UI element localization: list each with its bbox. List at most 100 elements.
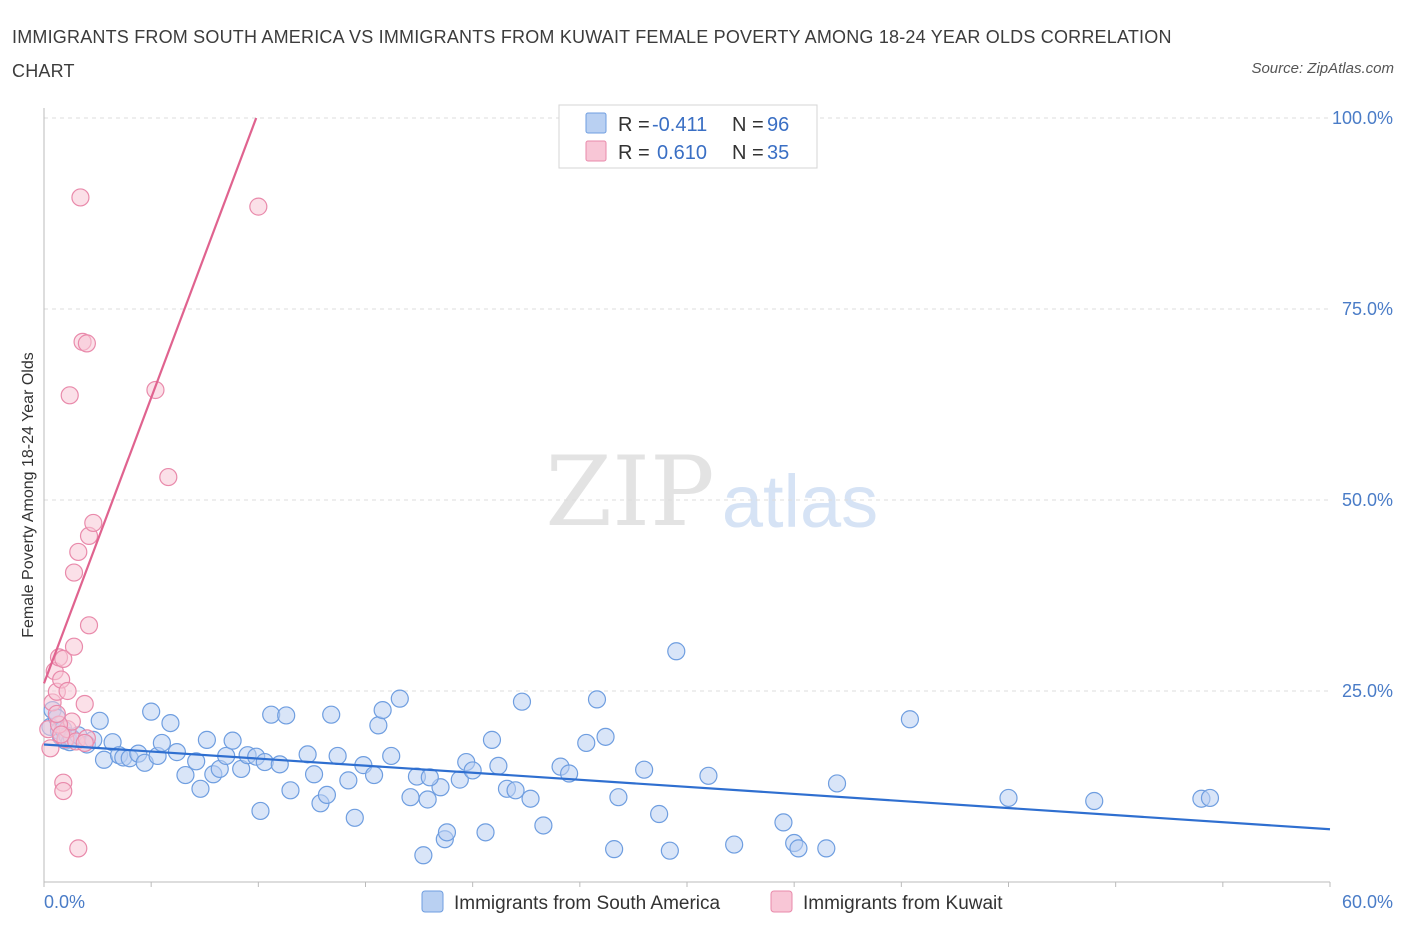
- data-point: [369, 716, 388, 735]
- grid: [44, 117, 1330, 692]
- y-tick-label: 75.0%: [1342, 299, 1393, 319]
- data-point: [482, 730, 502, 749]
- data-point: [191, 779, 210, 798]
- legend-swatch-pink: [585, 140, 607, 162]
- data-point: [84, 513, 103, 533]
- x-tick-label: 60.0%: [1342, 892, 1393, 912]
- data-point: [999, 788, 1018, 808]
- data-point: [789, 839, 808, 858]
- data-point: [159, 467, 178, 487]
- data-point: [817, 839, 836, 858]
- data-point: [401, 788, 420, 807]
- data-point: [900, 710, 920, 729]
- data-point: [161, 713, 180, 733]
- data-point: [650, 804, 669, 824]
- data-point: [476, 823, 495, 842]
- data-point: [418, 790, 437, 809]
- data-point: [90, 711, 109, 730]
- data-point: [534, 816, 553, 835]
- legend-n-label: N =: [732, 114, 764, 136]
- legend-r-label: R =: [618, 142, 650, 164]
- data-point: [298, 745, 317, 764]
- watermark-atlas: atlas: [722, 460, 878, 543]
- y-tick-label: 100.0%: [1332, 108, 1393, 128]
- series-south-america: [41, 642, 1220, 865]
- data-point: [152, 733, 171, 753]
- correlation-legend: R = -0.411 N = 96 R = 0.610 N = 35: [558, 104, 818, 169]
- data-point: [52, 725, 71, 744]
- source-label: Source: ZipAtlas.com: [1251, 60, 1394, 77]
- data-point: [94, 750, 114, 769]
- data-point: [317, 785, 337, 805]
- legend-swatch-blue: [585, 112, 607, 134]
- legend-r-value: 0.610: [657, 142, 707, 164]
- chart-title: IMMIGRANTS FROM SOUTH AMERICA VS IMMIGRA…: [12, 27, 1172, 81]
- data-point: [521, 789, 540, 808]
- trend-lines: [42, 117, 1331, 831]
- data-point: [255, 752, 274, 772]
- trend-line-pink: [42, 117, 258, 684]
- data-point: [328, 746, 347, 766]
- data-point: [635, 760, 654, 779]
- data-point: [58, 681, 77, 701]
- legend-n-value: 35: [767, 142, 789, 164]
- data-point: [414, 846, 433, 865]
- data-point: [774, 813, 793, 832]
- data-point: [176, 765, 195, 785]
- data-point: [64, 637, 84, 656]
- data-point: [251, 801, 270, 821]
- series-kuwait: [39, 188, 268, 858]
- data-point: [660, 841, 679, 860]
- data-point: [609, 788, 628, 807]
- legend-label-kuwait: Immigrants from Kuwait: [803, 893, 1003, 914]
- data-point: [382, 746, 401, 766]
- trend-line-blue: [43, 743, 1331, 831]
- data-point: [54, 781, 73, 801]
- data-point: [75, 733, 94, 753]
- legend-r-label: R =: [618, 114, 650, 136]
- legend-n-label: N =: [732, 142, 764, 164]
- y-axis-tick-labels: 25.0% 50.0% 75.0% 100.0%: [1332, 108, 1393, 701]
- data-point: [506, 781, 525, 800]
- data-point: [54, 649, 73, 669]
- data-point: [47, 704, 66, 724]
- data-point: [249, 197, 268, 216]
- data-point: [304, 765, 324, 784]
- data-point: [437, 823, 457, 842]
- data-point: [142, 702, 161, 721]
- data-point: [339, 771, 358, 790]
- data-point: [69, 542, 88, 562]
- data-point: [596, 727, 615, 746]
- data-point: [75, 694, 94, 714]
- data-point: [364, 765, 384, 785]
- data-point: [71, 188, 90, 207]
- watermark-zip: ZIP: [545, 436, 714, 548]
- data-point: [60, 386, 79, 405]
- data-point: [1085, 791, 1104, 811]
- series-legend: Immigrants from South America Immigrants…: [421, 890, 1003, 914]
- data-point: [69, 839, 88, 858]
- data-point: [77, 334, 96, 353]
- y-tick-label: 25.0%: [1342, 681, 1393, 701]
- data-point: [345, 808, 364, 827]
- legend-label-south-america: Immigrants from South America: [454, 893, 721, 914]
- legend-swatch-kuwait: [770, 890, 793, 913]
- data-point: [827, 774, 847, 793]
- data-point: [281, 781, 300, 800]
- data-point: [146, 380, 165, 400]
- y-tick-label: 50.0%: [1342, 490, 1393, 510]
- y-axis-label: Female Poverty Among 18-24 Year Olds: [20, 352, 37, 638]
- data-point: [1200, 788, 1220, 808]
- data-point: [197, 730, 216, 749]
- data-point: [64, 563, 84, 582]
- legend-r-value: -0.411: [652, 114, 707, 136]
- data-point: [373, 700, 392, 720]
- x-tick-label: 0.0%: [44, 892, 85, 912]
- data-point: [463, 761, 482, 780]
- data-point: [322, 705, 341, 724]
- data-point: [41, 739, 60, 758]
- data-point: [605, 840, 624, 859]
- data-point: [270, 755, 289, 774]
- data-point: [187, 752, 206, 771]
- data-point: [512, 692, 532, 711]
